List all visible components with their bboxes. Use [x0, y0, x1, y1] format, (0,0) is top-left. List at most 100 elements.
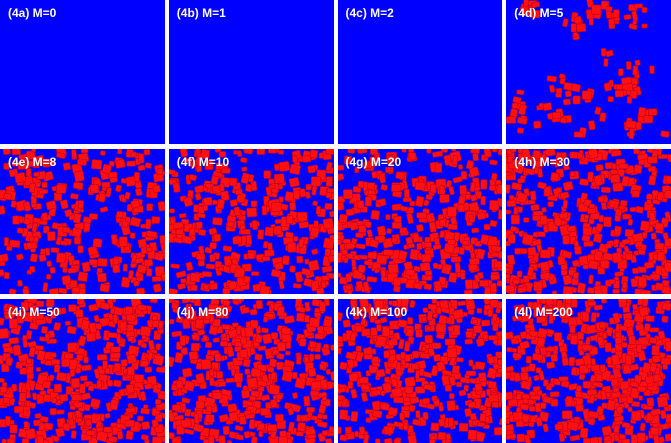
cluster-cell: [517, 433, 526, 443]
cluster-cell: [582, 380, 592, 389]
cluster-cell: [415, 243, 422, 251]
cluster-cell: [476, 421, 485, 427]
cluster-cell: [631, 434, 638, 443]
cluster-cell: [171, 301, 179, 310]
cluster-cell: [3, 272, 10, 280]
cluster-cell: [646, 397, 655, 407]
cluster-cell: [546, 361, 556, 369]
cluster-cell: [512, 352, 522, 359]
cluster-cell: [618, 298, 628, 308]
cluster-cell: [508, 398, 518, 407]
cluster-cell: [225, 377, 235, 383]
cluster-cell: [232, 299, 240, 305]
cluster-cell: [506, 365, 514, 372]
cluster-cell: [83, 356, 89, 364]
cluster-cell: [254, 334, 263, 343]
panel-4e: (4e) M=8: [0, 149, 165, 294]
cluster-cell: [276, 305, 285, 317]
cluster-cell: [318, 301, 326, 312]
cluster-cell: [207, 435, 215, 443]
cluster-cell: [491, 149, 497, 153]
cluster-cell: [73, 182, 84, 190]
cluster-cell: [543, 225, 549, 234]
cluster-cell: [188, 350, 199, 360]
cluster-cell: [36, 349, 46, 361]
cluster-cell: [506, 184, 511, 194]
cluster-cell: [318, 404, 327, 414]
cluster-cell: [171, 330, 182, 337]
cluster-cell: [3, 193, 12, 201]
cluster-cell: [227, 402, 238, 413]
cluster-cell: [338, 409, 348, 420]
cluster-cell: [71, 393, 83, 401]
cluster-cell: [28, 346, 36, 357]
cluster-cell: [226, 215, 237, 223]
cluster-cell: [447, 325, 454, 332]
cluster-cell: [644, 261, 655, 270]
cluster-cell: [270, 188, 279, 194]
cluster-cell: [33, 171, 41, 178]
panel-4j-pattern: [168, 298, 334, 443]
cluster-cell: [628, 335, 637, 345]
cluster-cell: [287, 407, 294, 416]
cluster-cell: [261, 205, 268, 216]
cluster-cell: [542, 102, 553, 111]
cluster-cell: [528, 362, 537, 372]
cluster-cell: [450, 149, 456, 152]
cluster-cell: [393, 307, 401, 318]
cluster-cell: [419, 262, 431, 272]
cluster-cell: [437, 417, 445, 427]
cluster-cell: [524, 433, 532, 443]
cluster-cell: [46, 159, 56, 166]
cluster-cell: [468, 167, 479, 178]
cluster-cell: [284, 350, 291, 356]
cluster-cell: [383, 376, 390, 383]
cluster-cell: [195, 361, 203, 370]
cluster-cell: [337, 426, 342, 434]
cluster-cell: [195, 253, 206, 261]
cluster-cell: [632, 65, 639, 76]
cluster-cell: [363, 353, 373, 360]
cluster-cell: [655, 282, 665, 292]
cluster-cell: [463, 202, 469, 212]
cluster-cell: [385, 228, 392, 235]
cluster-cell: [240, 336, 247, 345]
cluster-cell: [248, 418, 256, 429]
cluster-cell: [170, 263, 180, 270]
cluster-cell: [506, 391, 514, 400]
cluster-cell: [278, 280, 285, 290]
cluster-cell: [414, 369, 420, 379]
cluster-cell: [446, 206, 457, 218]
cluster-cell: [258, 430, 264, 437]
cluster-cell: [152, 436, 163, 443]
cluster-cell: [440, 306, 450, 314]
cluster-cell: [105, 187, 112, 198]
cluster-cell: [311, 185, 317, 196]
cluster-cell: [469, 182, 476, 193]
cluster-cell: [518, 104, 528, 116]
cluster-cell: [474, 382, 482, 392]
cluster-cell: [587, 300, 597, 307]
cluster-cell: [366, 252, 377, 260]
cluster-cell: [274, 413, 284, 422]
cluster-cell: [308, 317, 320, 328]
cluster-cell: [154, 398, 162, 405]
cluster-cell: [31, 392, 38, 400]
cluster-cell: [240, 157, 248, 164]
cluster-cell: [349, 388, 357, 399]
cluster-cell: [594, 175, 604, 187]
cluster-cell: [588, 260, 599, 270]
cluster-cell: [612, 367, 622, 379]
cluster-cell: [173, 414, 184, 421]
cluster-cell: [337, 272, 341, 278]
cluster-cell: [284, 191, 295, 202]
cluster-cell: [202, 334, 208, 342]
cluster-cell: [607, 356, 613, 365]
cluster-cell: [588, 274, 595, 285]
cluster-cell: [268, 358, 277, 368]
cluster-cell: [479, 234, 489, 246]
cluster-cell: [26, 365, 34, 374]
cluster-cell: [601, 187, 612, 194]
cluster-cell: [540, 401, 547, 409]
cluster-cell: [587, 171, 594, 183]
